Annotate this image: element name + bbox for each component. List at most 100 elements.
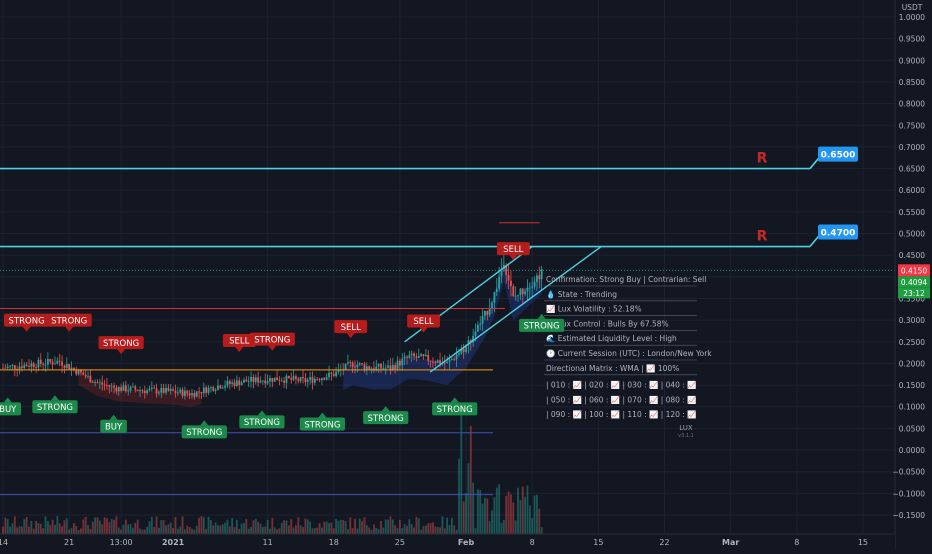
signal-pointer xyxy=(381,406,390,412)
volume-bar xyxy=(446,517,449,534)
candle-body xyxy=(153,387,156,389)
volume-bar xyxy=(233,526,236,534)
signal-box xyxy=(363,411,409,425)
volume-bar xyxy=(198,517,200,534)
signal-pointer xyxy=(537,313,546,319)
candle-body xyxy=(266,381,269,384)
candle-body xyxy=(165,387,167,393)
volume-bar xyxy=(295,525,297,534)
price-tick-label: −0.1500 xyxy=(892,511,925,520)
time-tick-label: 14 xyxy=(0,538,8,547)
signal-label: SELL xyxy=(341,323,362,333)
volume-bar xyxy=(228,526,231,534)
candle-body xyxy=(417,356,420,358)
volume-bar xyxy=(44,516,47,534)
candle-body xyxy=(143,390,146,394)
candle-body xyxy=(82,372,85,375)
price-tick-label: 0.3000 xyxy=(899,316,925,325)
volume-bar xyxy=(495,487,498,534)
candle-body xyxy=(181,389,184,396)
signal-label: BUY xyxy=(105,422,123,432)
volume-bar xyxy=(37,523,40,534)
volume-bar xyxy=(87,524,89,534)
signal-box xyxy=(222,333,256,347)
volume-bar xyxy=(479,489,482,534)
candle-body xyxy=(21,366,23,369)
signal-label: STRONG xyxy=(244,418,280,428)
volume-bar xyxy=(347,529,349,534)
price-tick-label: 0.6500 xyxy=(899,165,925,174)
volume-bar xyxy=(351,528,354,534)
candle-body xyxy=(44,364,47,366)
volume-bar xyxy=(455,529,458,534)
candle-body xyxy=(313,378,316,383)
signal-strong-buy: STRONG xyxy=(32,395,78,414)
candle-body xyxy=(429,360,432,362)
candle-body xyxy=(4,367,7,369)
candle-body xyxy=(538,275,541,280)
signal-pointer xyxy=(318,412,327,418)
candle-body xyxy=(436,360,439,363)
candle-body xyxy=(488,308,491,315)
volume-bar xyxy=(344,521,347,534)
volume-bar xyxy=(28,526,30,534)
signal-box xyxy=(98,336,144,350)
volume-bar xyxy=(432,522,434,534)
price-tick-label: 0.9500 xyxy=(899,35,925,44)
candle-body xyxy=(240,382,243,386)
volume-bar xyxy=(441,516,444,534)
candle-body xyxy=(302,376,304,379)
volume-bar xyxy=(339,519,342,534)
volume-bar xyxy=(406,525,408,534)
candle-body xyxy=(269,378,271,382)
volume-bar xyxy=(221,524,224,534)
volume-bar xyxy=(356,528,359,534)
candle-body xyxy=(158,392,160,394)
time-tick-label: Feb xyxy=(458,538,475,547)
signal-strong-buy: STRONG xyxy=(299,412,346,431)
candle-body xyxy=(120,387,123,391)
candle-body xyxy=(531,286,534,288)
candle-body xyxy=(394,364,397,369)
volume-bar xyxy=(235,519,238,534)
volume-bar xyxy=(519,500,522,534)
dashboard-row: 🌊 Estimated Liquidity Level : High xyxy=(546,334,677,343)
signal-strong-sell: STRONG xyxy=(249,332,295,351)
signal-label: STRONG xyxy=(437,405,473,415)
time-tick-label: 15 xyxy=(858,538,868,547)
price-tick-label: 0.1000 xyxy=(899,403,925,412)
time-tick-label: 8 xyxy=(794,538,799,547)
candle-body xyxy=(479,323,482,325)
candle-body xyxy=(195,391,198,397)
price-tick-label: 0.6000 xyxy=(899,186,925,195)
candle-body xyxy=(472,335,475,343)
volume-bar xyxy=(68,529,71,534)
candle-body xyxy=(495,288,498,293)
volume-bar xyxy=(205,529,208,534)
volume-bar xyxy=(450,517,453,534)
volume-bar xyxy=(9,526,11,534)
volume-bar xyxy=(13,516,16,534)
candle-body xyxy=(174,390,177,393)
volume-bar xyxy=(467,463,470,534)
volume-bar xyxy=(51,519,54,534)
volume-bar xyxy=(58,523,61,534)
candle-body xyxy=(46,358,49,365)
volume-bar xyxy=(396,527,399,534)
volume-bar xyxy=(120,529,123,534)
candle-body xyxy=(122,385,125,391)
volume-bar xyxy=(80,528,82,534)
signal-box xyxy=(334,320,368,334)
candle-body xyxy=(191,393,193,396)
candle-body xyxy=(150,387,153,389)
volume-bar xyxy=(283,520,286,534)
candles-layer xyxy=(2,253,543,407)
candle-body xyxy=(344,363,347,370)
candle-body xyxy=(56,360,59,364)
candle-body xyxy=(368,366,371,369)
price-tick-label: 0.5000 xyxy=(899,230,925,239)
current-price-box xyxy=(898,264,930,277)
